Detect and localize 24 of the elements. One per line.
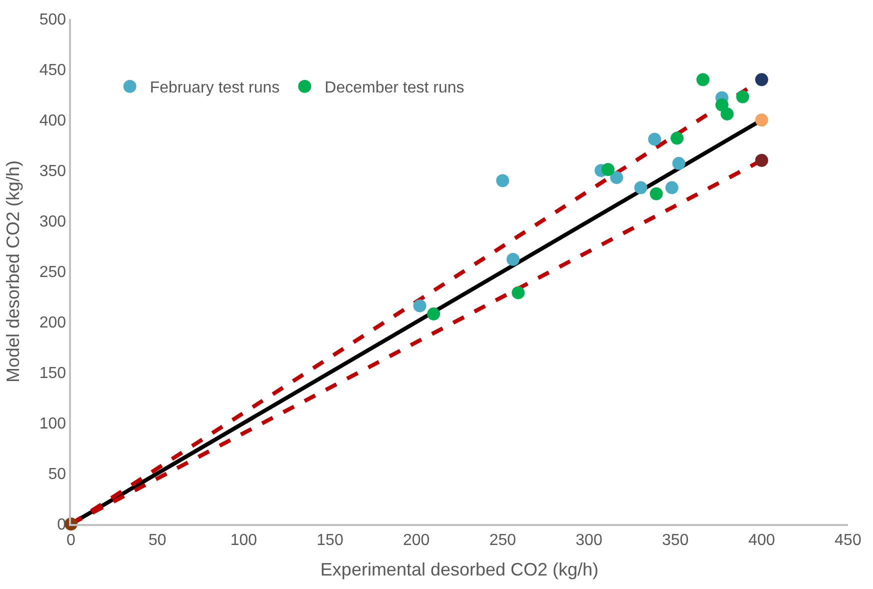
- legend-label: December test runs: [324, 80, 464, 97]
- y-tick-label: 350: [39, 163, 66, 180]
- y-axis-title: Model desorbed CO2 (kg/h): [3, 160, 24, 383]
- x-tick-label: 250: [489, 532, 516, 549]
- y-tick-label: 400: [39, 112, 66, 130]
- y-tick-label: 500: [39, 12, 66, 29]
- x-tick-label: 150: [316, 532, 344, 549]
- x-tick-label: 450: [834, 532, 862, 549]
- x-tick-label: 350: [662, 532, 689, 549]
- y-tick-label: 450: [39, 62, 66, 80]
- x-axis-title: Experimental desorbed CO2 (kg/h): [320, 560, 599, 580]
- y-tick-label: 250: [39, 264, 66, 282]
- y-tick-label: 50: [48, 466, 66, 484]
- x-tick-label: 50: [148, 532, 166, 549]
- y-tick-label: 200: [39, 314, 66, 332]
- y-tick-label: 0: [57, 516, 66, 534]
- y-tick-label: 100: [39, 416, 66, 433]
- x-tick-label: 300: [576, 532, 602, 549]
- x-tick-label: 100: [230, 532, 258, 549]
- x-tick-label: 200: [402, 532, 430, 549]
- y-tick-label: 150: [39, 365, 66, 382]
- y-tick-label: 300: [39, 214, 66, 231]
- x-tick-label: 400: [748, 532, 776, 549]
- legend-label: February test runs: [150, 80, 280, 97]
